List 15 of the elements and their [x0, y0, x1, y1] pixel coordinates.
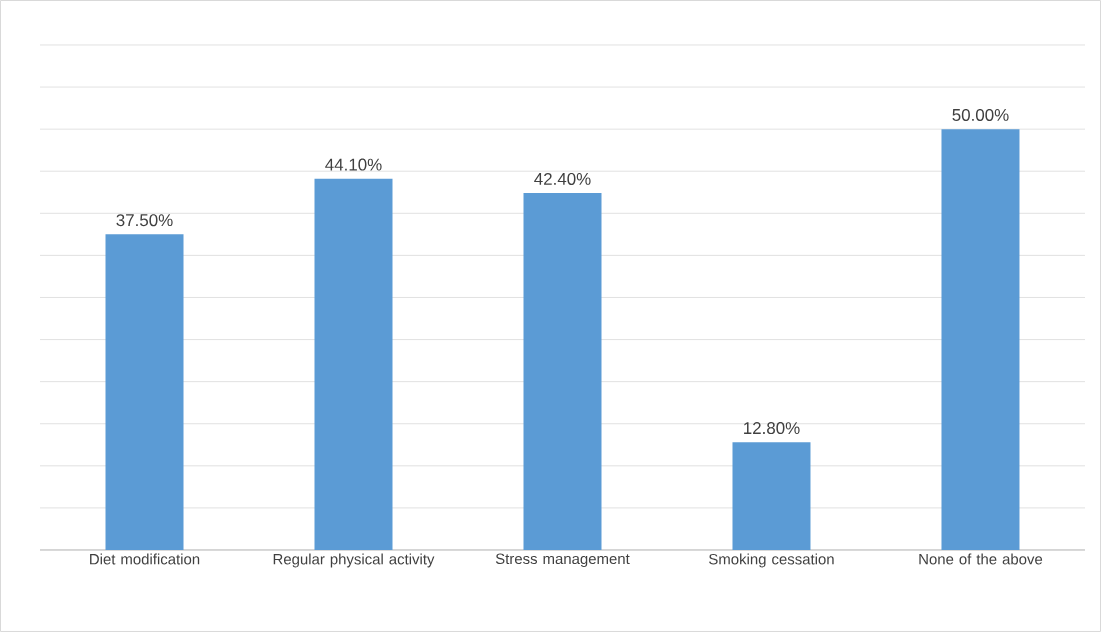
x-tick-label: Smoking cessation	[709, 553, 834, 568]
data-label: 44.10%	[325, 158, 382, 171]
x-tick-label: Regular physical activity	[273, 553, 435, 568]
x-tick-label: Stress management	[495, 553, 630, 568]
data-label: 37.50%	[116, 214, 173, 227]
data-label: 50.00%	[952, 108, 1009, 121]
x-tick-label: Diet modification	[90, 553, 200, 565]
bar	[105, 234, 184, 550]
bar	[523, 193, 602, 550]
data-label: 42.40%	[534, 172, 591, 185]
x-tick-label: None of the above	[919, 553, 1043, 565]
data-label: 12.80%	[744, 422, 800, 435]
bar	[941, 129, 1020, 550]
bar	[314, 178, 393, 550]
bar	[732, 442, 811, 550]
